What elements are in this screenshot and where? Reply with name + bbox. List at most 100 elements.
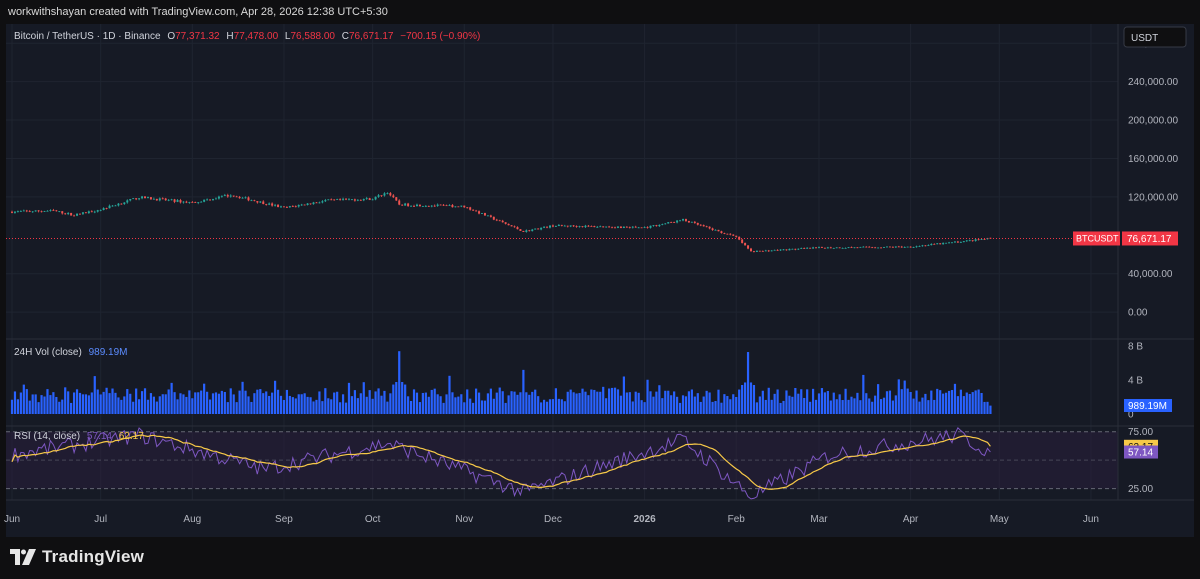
candle-body — [708, 226, 711, 229]
volume-bar — [788, 395, 791, 414]
trading-chart[interactable]: 280,000.00240,000.00200,000.00160,000.00… — [0, 24, 1200, 537]
candle-body — [170, 199, 173, 201]
volume-bar — [575, 393, 578, 414]
legend-line[interactable]: Bitcoin / TetherUS · 1D · Binance O77,37… — [14, 31, 480, 42]
currency-button-frame[interactable] — [1123, 26, 1187, 48]
candle-body — [764, 250, 767, 252]
volume-bar — [339, 402, 342, 414]
candle-body — [921, 245, 924, 247]
volume-title: 24H Vol (close) — [14, 347, 82, 358]
candle-body — [398, 200, 401, 205]
candle-body — [149, 197, 152, 200]
candle-body — [977, 239, 980, 241]
legend-symbol: Bitcoin / TetherUS · 1D · Binance — [14, 31, 161, 42]
volume-bar — [738, 389, 741, 414]
candle-body — [918, 246, 921, 247]
volume-bar — [921, 397, 924, 414]
candle-body — [817, 247, 820, 248]
volume-bar — [705, 390, 708, 414]
candle-body — [859, 246, 862, 248]
candle-body — [705, 226, 708, 228]
candle-body — [392, 195, 395, 198]
volume-bar — [545, 401, 549, 414]
volume-bar — [868, 398, 871, 414]
volume-bar — [616, 389, 620, 414]
candle-body — [67, 213, 70, 215]
volume-tick-label: 8 B — [1128, 342, 1143, 353]
volume-bar — [211, 393, 215, 414]
candle-body — [268, 203, 271, 205]
rsi-legend[interactable]: RSI (14, close) 57.14 62.17 — [14, 431, 144, 442]
candle-body — [605, 226, 608, 228]
volume-bar — [542, 399, 546, 414]
volume-bar — [457, 396, 460, 414]
volume-bar — [34, 394, 37, 414]
volume-bar — [525, 392, 528, 414]
volume-bar — [613, 387, 617, 414]
volume-value-badge: 989.19M — [1128, 401, 1167, 412]
volume-bar — [126, 389, 129, 414]
volume-bar — [847, 399, 850, 414]
volume-bar — [708, 392, 711, 414]
volume-bar — [800, 389, 803, 414]
candle-body — [658, 224, 661, 227]
currency-button[interactable]: USDT — [1131, 33, 1158, 44]
volume-bar — [977, 389, 980, 414]
candle-body — [779, 249, 782, 251]
tradingview-logo[interactable]: TradingView — [10, 546, 144, 568]
candle-body — [744, 242, 747, 246]
candle-body — [303, 204, 306, 206]
candle-body — [194, 202, 197, 203]
volume-bar — [667, 390, 670, 414]
volume-bar — [554, 388, 558, 414]
candle-body — [356, 199, 359, 201]
candle-body — [540, 227, 543, 230]
volume-legend[interactable]: 24H Vol (close) 989.19M — [14, 347, 128, 358]
candle-body — [679, 220, 682, 222]
legend-low-value: 76,588.00 — [290, 31, 335, 42]
candle-body — [339, 199, 342, 200]
candle-body — [714, 229, 717, 231]
volume-bar — [389, 393, 392, 414]
candle-body — [557, 224, 560, 227]
candle-body — [939, 243, 942, 245]
volume-bar — [176, 399, 179, 414]
volume-bar — [282, 399, 286, 414]
volume-bar — [764, 399, 767, 414]
volume-bar — [495, 392, 498, 414]
volume-bar — [942, 393, 945, 414]
volume-bar — [285, 389, 289, 414]
candle-body — [602, 226, 605, 228]
candle-body — [865, 246, 868, 248]
candle-body — [566, 225, 569, 227]
volume-bar — [814, 399, 818, 414]
volume-bar — [407, 396, 410, 414]
candle-body — [37, 210, 40, 212]
candle-body — [519, 229, 522, 231]
candle-body — [265, 204, 268, 205]
candle-body — [903, 247, 906, 248]
volume-bar — [826, 390, 829, 414]
volume-bar — [132, 401, 135, 414]
volume-bar — [918, 401, 921, 414]
volume-bar — [634, 391, 637, 414]
candle-body — [983, 239, 986, 240]
volume-bar — [749, 382, 753, 414]
candle-body — [587, 225, 590, 227]
volume-bar — [238, 390, 241, 414]
candle-body — [945, 242, 948, 244]
candle-body — [22, 210, 25, 212]
candle-body — [176, 200, 179, 202]
candle-body — [463, 205, 466, 208]
volume-bar — [844, 388, 847, 414]
candle-body — [915, 246, 918, 248]
volume-bar — [31, 394, 34, 414]
candle-body — [980, 239, 983, 240]
candle-body — [782, 249, 785, 251]
candle-body — [28, 211, 31, 212]
volume-bar — [191, 398, 194, 414]
volume-bar — [182, 394, 185, 414]
candle-body — [498, 220, 501, 222]
rsi-title: RSI (14, close) — [14, 431, 80, 442]
candle-body — [256, 201, 259, 203]
